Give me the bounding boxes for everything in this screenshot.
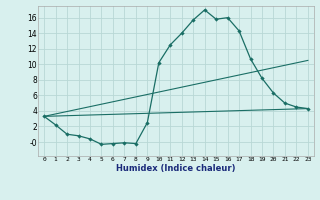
X-axis label: Humidex (Indice chaleur): Humidex (Indice chaleur) (116, 164, 236, 173)
